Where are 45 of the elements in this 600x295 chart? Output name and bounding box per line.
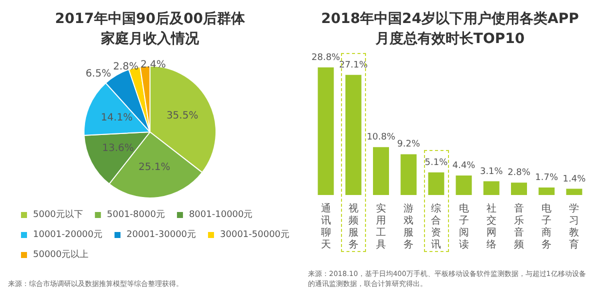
data-label: 1.4% — [562, 174, 586, 184]
chart-title: 2018年中国24岁以下用户使用各类APP月度总有效时长TOP10 — [321, 10, 579, 47]
legend-label: 50000元以上 — [33, 249, 89, 260]
bar — [483, 181, 500, 195]
legend-label: 10001-20000元 — [33, 229, 103, 240]
legend-label: 20001-30000元 — [126, 229, 196, 240]
x-tick-label: 实用工具 — [376, 202, 386, 250]
data-label: 10.8% — [366, 132, 396, 143]
data-label: 2.8% — [113, 61, 138, 72]
bar — [538, 187, 555, 195]
bar — [400, 154, 417, 195]
legend-label: 8001-10000元 — [188, 209, 253, 220]
x-tick-label: 电子阅读 — [458, 202, 469, 250]
x-tick-label: 视频服务 — [348, 202, 358, 250]
x-tick-label: 电子商务 — [542, 202, 552, 250]
data-label: 2.8% — [508, 168, 531, 178]
data-label: 35.5% — [166, 110, 198, 122]
x-tick-label: 学习教育 — [569, 202, 580, 250]
chart-title: 2017年中国90后及00后群体家庭月收入情况 — [55, 10, 246, 47]
data-label: 28.8% — [312, 52, 341, 63]
bar — [566, 188, 582, 195]
data-label: 13.6% — [102, 143, 134, 154]
data-label: 4.4% — [452, 160, 476, 171]
legend-label: 30001-50000元 — [220, 229, 290, 240]
legend-label: 5001-8000元 — [106, 209, 165, 220]
data-label: 1.7% — [535, 172, 558, 183]
data-label: 9.2% — [397, 140, 420, 150]
bar — [510, 182, 528, 195]
data-label: 25.1% — [138, 162, 170, 174]
x-tick-label: 通讯聊天 — [320, 202, 331, 250]
x-tick-label: 社交网络 — [486, 202, 496, 250]
x-tick-label: 音乐音频 — [514, 202, 524, 250]
data-label: 3.1% — [480, 166, 504, 177]
x-tick-label: 综合资讯 — [431, 202, 442, 250]
data-label: 5.1% — [424, 158, 448, 168]
legend-label: 5000元以下 — [33, 209, 83, 220]
x-tick-label: 游戏服务 — [404, 202, 414, 250]
bar — [428, 172, 444, 195]
bar — [345, 74, 362, 195]
bar — [456, 175, 472, 195]
data-label: 14.1% — [100, 112, 133, 124]
bar — [318, 67, 334, 195]
bar — [372, 147, 390, 195]
data-label: 27.1% — [339, 60, 368, 70]
data-label: 6.5% — [86, 68, 112, 80]
